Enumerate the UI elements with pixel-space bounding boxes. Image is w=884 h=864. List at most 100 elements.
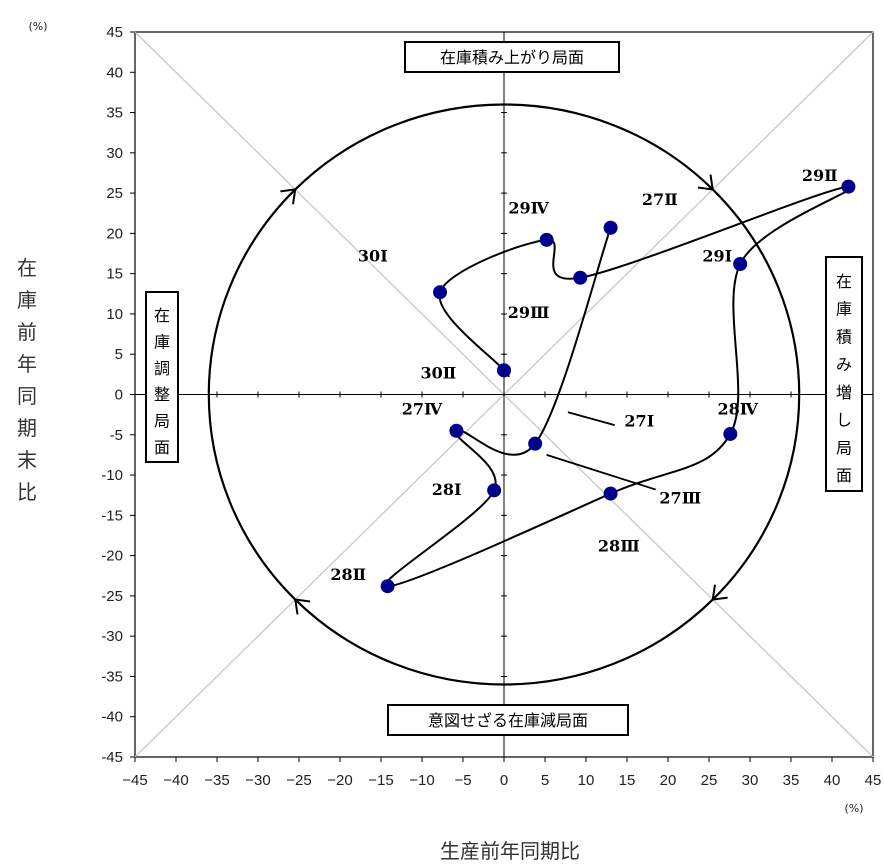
- x-tick-label: −30: [245, 772, 270, 789]
- y-tick-label: -20: [101, 548, 123, 565]
- x-tick-label: 30: [742, 772, 759, 789]
- phase-left-char: 面: [154, 438, 170, 457]
- y-tick-label: 35: [106, 105, 123, 122]
- point-label: 28Ⅲ: [598, 537, 640, 556]
- x-tick-labels: −45 −40 −35 −30 −25 −20 −15 −10 −5 0 5 10 15 20 25 30 35…: [122, 772, 881, 789]
- cycle-arrowhead: [711, 584, 728, 601]
- point-label: 27Ⅱ: [642, 190, 678, 209]
- x-tick-label: 20: [660, 772, 677, 789]
- x-tick-label: −5: [454, 772, 471, 789]
- x-tick-label: −45: [122, 772, 147, 789]
- y-axis-title-char: 期: [17, 416, 37, 440]
- y-tick-label: -25: [101, 588, 123, 605]
- cycle-arrowhead: [294, 598, 311, 615]
- leader-lines: [546, 411, 656, 491]
- point-label: 29Ⅳ: [508, 198, 549, 217]
- y-axis-title-char: 庫: [17, 288, 37, 312]
- point-label: 28Ⅱ: [330, 565, 366, 584]
- data-path-line: [384, 185, 854, 588]
- point-label: 29Ⅰ: [702, 247, 732, 266]
- y-tick-label: -5: [110, 427, 123, 444]
- point-label: 29Ⅲ: [508, 303, 550, 322]
- data-path: [384, 185, 854, 588]
- phase-right-char: み: [836, 355, 852, 374]
- phase-bottom-box: [387, 704, 629, 736]
- phase-right-char: 庫: [836, 300, 852, 319]
- y-tick-label: 40: [106, 64, 123, 81]
- data-point: [603, 220, 618, 235]
- cycle-circle: [207, 103, 801, 686]
- leader-27-1: [567, 411, 615, 426]
- phase-bottom-text: 意図せざる在庫減局面: [428, 711, 588, 730]
- x-tick-label: 40: [824, 772, 841, 789]
- phase-right-char: し: [836, 411, 852, 430]
- data-point: [380, 579, 395, 594]
- y-axis-title-char: 比: [17, 480, 37, 504]
- y-tick-label: -40: [101, 709, 123, 726]
- y-tick-label: -15: [101, 507, 123, 524]
- data-point: [528, 436, 543, 451]
- y-axis-title-char: 前: [17, 320, 37, 344]
- phase-left-char: 調: [154, 359, 170, 378]
- x-tick-label: 35: [783, 772, 800, 789]
- y-tick-label: 25: [106, 185, 123, 202]
- x-tick-label: −25: [286, 772, 311, 789]
- y-tick-label: -30: [101, 628, 123, 645]
- phase-top-text: 在庫積み上がり局面: [440, 48, 584, 67]
- phase-left-char: 整: [154, 385, 170, 404]
- cycle-arrow: [280, 188, 297, 205]
- data-point: [497, 363, 511, 378]
- y-tick-label: 20: [106, 225, 123, 242]
- cycle-arrowhead: [280, 188, 297, 205]
- y-tick-label: 30: [106, 145, 123, 162]
- data-point: [573, 270, 588, 285]
- y-tick-label: 0: [115, 387, 123, 404]
- y-tick-label: 45: [106, 24, 123, 41]
- point-label: 30Ⅰ: [358, 247, 388, 266]
- y-tick-label: -35: [101, 668, 123, 685]
- reference-circle: [207, 103, 801, 686]
- data-point: [841, 179, 856, 194]
- phase-left-char: 在: [154, 306, 170, 325]
- data-point: [539, 232, 554, 247]
- data-points: [380, 179, 856, 594]
- reference-lines: [130, 31, 874, 762]
- x-tick-label: −40: [163, 772, 188, 789]
- data-point: [487, 483, 502, 498]
- data-point: [723, 426, 738, 441]
- point-label: 28Ⅳ: [717, 400, 758, 419]
- y-tick-label: -45: [101, 749, 123, 766]
- y-unit-label: (%): [28, 20, 47, 33]
- phase-top-box: [404, 41, 620, 73]
- x-tick-label: −20: [327, 772, 352, 789]
- cycle-arrow: [711, 584, 728, 601]
- x-tick-label: 0: [500, 772, 508, 789]
- x-tick-label: 10: [578, 772, 595, 789]
- x-tick-label: 45: [865, 772, 882, 789]
- data-point: [449, 423, 464, 438]
- y-axis-title-char: 末: [17, 448, 37, 472]
- point-label: 29Ⅱ: [802, 166, 838, 185]
- phase-left-box: [145, 291, 179, 463]
- data-point: [733, 257, 748, 271]
- cycle-arrow: [294, 598, 311, 615]
- cycle-arrow: [697, 174, 714, 191]
- y-axis-title: 在庫前年同期末比: [17, 256, 37, 504]
- x-tick-label: −35: [204, 772, 229, 789]
- y-tick-labels: 45 40 35 30 25 20 15 10 5 0 -5 -10 -15 -20 -25 -30 -35 -4…: [101, 24, 123, 766]
- phase-top: 在庫積み上がり局面: [404, 41, 620, 73]
- x-tick-label: −15: [368, 772, 393, 789]
- y-tick-label: 5: [115, 346, 123, 363]
- phase-bottom: 意図せざる在庫減局面: [387, 704, 629, 736]
- x-axis-title: 生産前年同期比: [440, 839, 580, 863]
- phase-right-char: 面: [836, 466, 852, 485]
- point-label: 27Ⅳ: [402, 400, 443, 419]
- x-tick-label: 25: [701, 772, 718, 789]
- cycle-arrowhead: [697, 174, 714, 191]
- point-labels: 27Ⅱ 29Ⅳ 30Ⅰ 29Ⅲ 30Ⅱ 27Ⅳ 28Ⅰ 28Ⅱ 28Ⅲ 28Ⅳ 29Ⅰ 29Ⅱ 27Ⅰ 2…: [330, 166, 837, 584]
- y-tick-label: 15: [106, 266, 123, 283]
- leader-27-3: [546, 454, 656, 491]
- y-tick-label: -10: [101, 467, 123, 484]
